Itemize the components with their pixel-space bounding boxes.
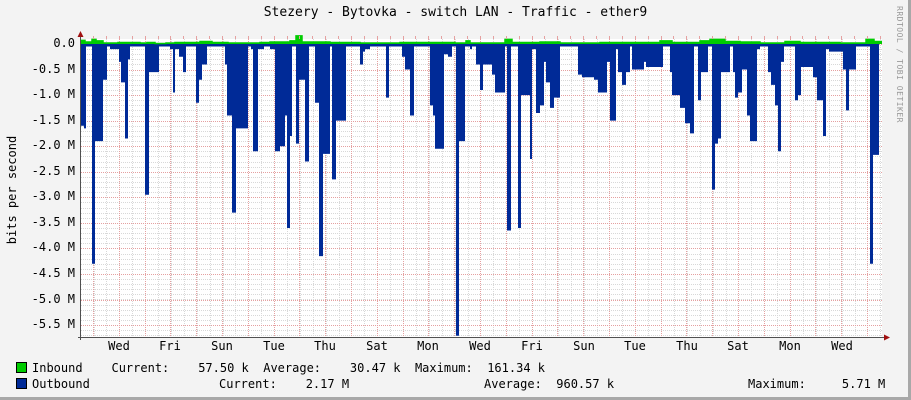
- y-tick-label: -3.5 M: [31, 214, 75, 229]
- x-tick-label: Wed: [108, 339, 130, 353]
- y-tick-label: -0.5 M: [31, 61, 75, 76]
- outbound-maximum-label: Maximum:: [748, 377, 806, 391]
- x-tick-label: Tue: [624, 339, 646, 353]
- outbound-current-value: 2.17 M: [305, 377, 350, 391]
- x-tick-label: Sun: [211, 339, 233, 353]
- x-tick-label: Wed: [831, 339, 853, 353]
- outbound-maximum-value: 5.71 M: [841, 377, 886, 391]
- outbound-average-label: Average:: [484, 377, 542, 391]
- inbound-maximum-value: 161.34 k: [487, 361, 545, 375]
- y-axis-arrow-icon: [77, 31, 84, 37]
- x-tick-label: Thu: [314, 339, 336, 353]
- x-tick-label: Thu: [676, 339, 698, 353]
- chart-title: Stezery - Bytovka - switch LAN - Traffic…: [263, 5, 648, 20]
- inbound-average-value: 30.47 k: [349, 361, 401, 375]
- inbound-current-value: 57.50 k: [198, 361, 249, 375]
- y-tick-label: -5.0 M: [31, 291, 75, 306]
- inbound-label: Inbound: [32, 361, 83, 375]
- x-tick-label: Mon: [779, 339, 801, 353]
- outbound-label: Outbound: [32, 377, 90, 391]
- x-tick-label: Sat: [366, 339, 388, 353]
- y-tick-label: -5.5 M: [31, 317, 75, 332]
- inbound-current-label: Current:: [111, 361, 170, 375]
- legend-inbound: Inbound Current: 57.50 k Average: 30.47 …: [16, 361, 545, 375]
- y-tick-label: -2.5 M: [31, 163, 75, 178]
- y-tick-label: -4.5 M: [31, 265, 75, 280]
- x-tick-label: Mon: [417, 339, 439, 353]
- x-tick-label: Sat: [727, 339, 749, 353]
- y-tick-label: -1.5 M: [31, 112, 75, 127]
- x-tick-label: Sun: [573, 339, 595, 353]
- x-axis-arrow-icon: [884, 334, 890, 341]
- y-tick-label: -3.0 M: [31, 189, 75, 204]
- outbound-swatch-icon: [16, 378, 27, 389]
- x-tick-label: Fri: [521, 339, 543, 353]
- outbound-current-group: Current: 2.17 M: [219, 377, 349, 391]
- outbound-maximum-group: Maximum: 5.71 M: [748, 377, 885, 391]
- legend-outbound: Outbound Current: 2.17 M Average: 960.57 k…: [16, 377, 896, 391]
- y-tick-label: 0.0: [53, 36, 75, 50]
- outbound-average-group: Average: 960.57 k: [484, 377, 614, 391]
- x-tick-label: Fri: [159, 339, 181, 353]
- outbound-current-label: Current:: [219, 377, 277, 391]
- outbound-area: [81, 44, 879, 336]
- rrdtool-watermark: RRDTOOL / TOBI OETIKER: [895, 6, 904, 123]
- x-tick-label: Tue: [263, 339, 285, 353]
- inbound-swatch-icon: [16, 362, 27, 373]
- inbound-maximum-label: Maximum:: [414, 361, 473, 375]
- y-tick-label: -2.0 M: [31, 138, 75, 153]
- y-tick-label: -4.0 M: [31, 240, 75, 255]
- y-tick-label: -1.0 M: [31, 87, 75, 102]
- outbound-average-value: 960.57 k: [556, 377, 615, 391]
- x-tick-label: Wed: [469, 339, 491, 353]
- inbound-average-label: Average:: [263, 361, 322, 375]
